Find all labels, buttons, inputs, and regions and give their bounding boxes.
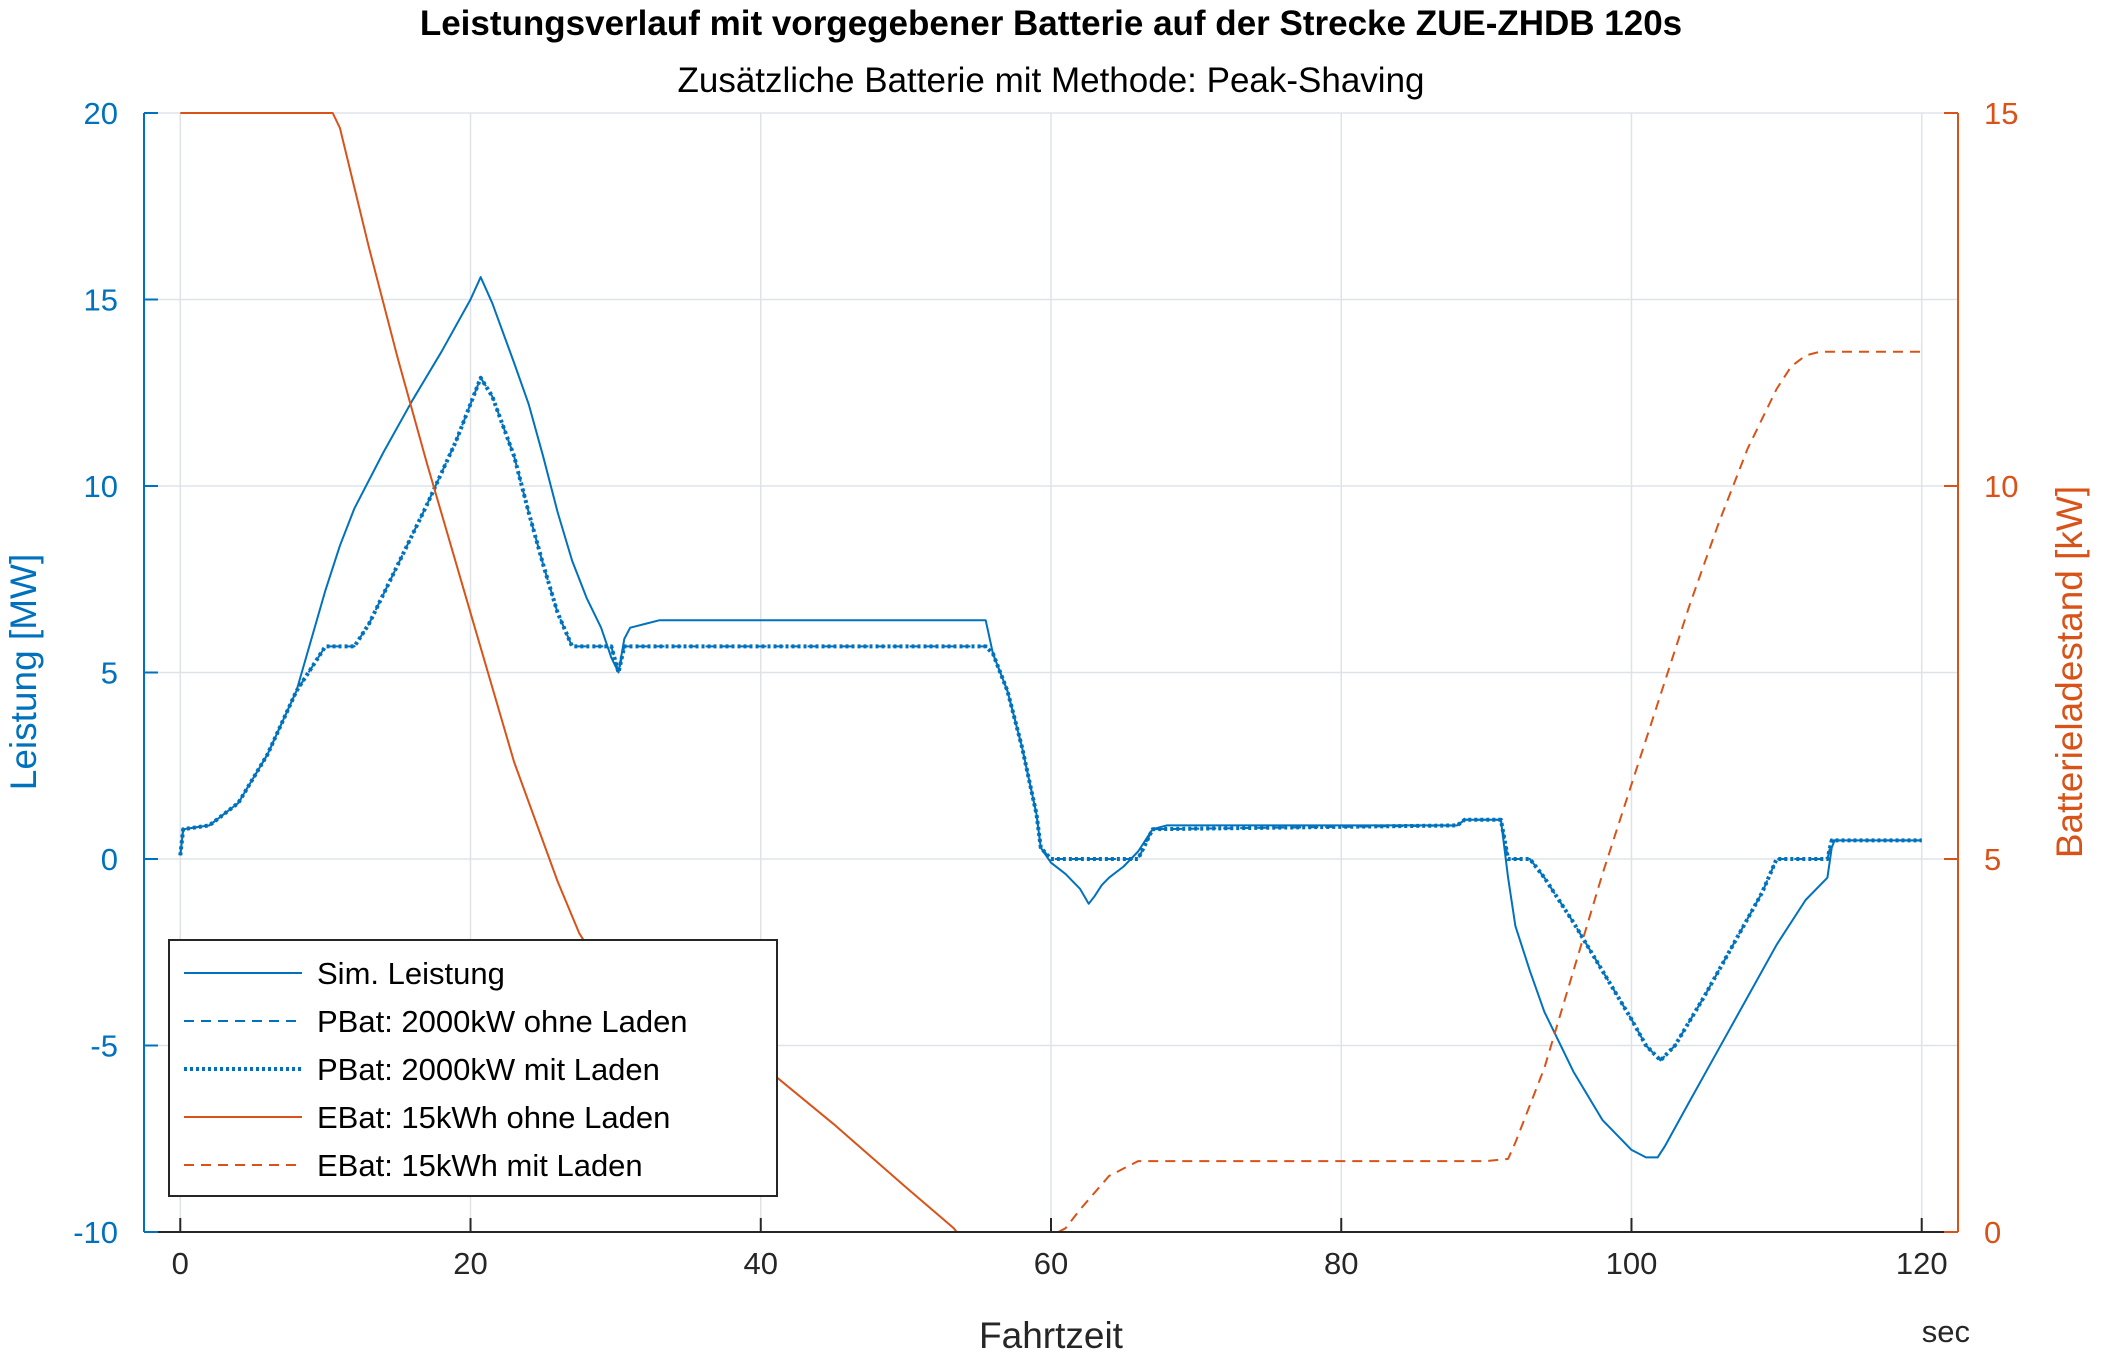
y-tick-label-left: 5 (101, 656, 118, 691)
y-axis-label-right: Batterieladestand [kW] (2049, 486, 2090, 858)
y-tick-label-left: 20 (84, 96, 118, 131)
x-tick-label: 100 (1606, 1246, 1658, 1281)
y-tick-label-left: 10 (84, 469, 118, 504)
x-tick-label: 20 (453, 1246, 487, 1281)
y-tick-label-left: 15 (84, 283, 118, 318)
chart-subtitle: Zusätzliche Batterie mit Methode: Peak-S… (677, 61, 1424, 100)
y-tick-label-right: 10 (1984, 469, 2018, 504)
y-tick-label-right: 15 (1984, 96, 2018, 131)
chart-title: Leistungsverlauf mit vorgegebener Batter… (420, 4, 1682, 43)
legend: Sim. Leistung PBat: 2000kW ohne Laden PBat… (168, 939, 778, 1197)
y-tick-label-left: -5 (90, 1029, 118, 1064)
legend-label-5: EBat: 15kWh mit Laden (317, 1148, 643, 1183)
x-axis-unit: sec (1922, 1314, 1970, 1349)
series-line-5 (1057, 350, 1922, 1233)
y-tick-label-left: -10 (73, 1215, 118, 1250)
y-tick-label-right: 5 (1984, 842, 2001, 877)
y-tick-label-right: 0 (1984, 1215, 2001, 1250)
legend-label-2: PBat: 2000kW ohne Laden (317, 1004, 688, 1039)
axes (143, 112, 1959, 1233)
x-axis-label: Fahrtzeit (979, 1315, 1124, 1355)
x-tick-label: 0 (172, 1246, 189, 1281)
series-line-1 (179, 276, 1922, 1159)
x-tick-label: 120 (1896, 1246, 1948, 1281)
legend-label-3: PBat: 2000kW mit Laden (317, 1052, 660, 1087)
y-axis-label-left: Leistung [MW] (3, 554, 44, 790)
x-tick-label: 60 (1034, 1246, 1068, 1281)
legend-label-4: EBat: 15kWh ohne Laden (317, 1100, 670, 1135)
y-tick-label-left: 0 (101, 842, 118, 877)
legend-label-1: Sim. Leistung (317, 956, 505, 991)
x-tick-label: 40 (744, 1246, 778, 1281)
x-tick-label: 80 (1324, 1246, 1358, 1281)
series-line-3 (178, 375, 1922, 1063)
tick-labels: 0 20 40 60 80 100 120 -10 -5 0 5 10 15 20 0 5 10 15 (73, 96, 2018, 1281)
